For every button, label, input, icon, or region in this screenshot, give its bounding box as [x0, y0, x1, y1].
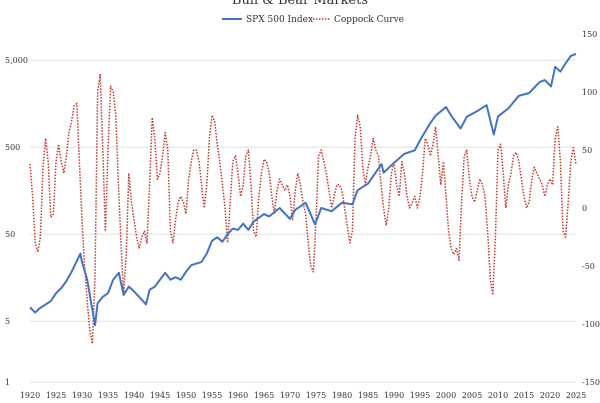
x-tick-label: 1960: [228, 391, 248, 400]
right-tick-label: 150: [582, 30, 597, 39]
legend-label-spx: SPX 500 Index: [246, 15, 313, 25]
series-layer: [29, 52, 577, 345]
coppock-curve-line: [29, 73, 577, 345]
left-axis-ticks: 1 5 50 500 5,000: [5, 56, 28, 387]
x-tick-label: 1950: [176, 391, 196, 400]
legend: SPX 500 Index Coppock Curve: [222, 15, 404, 25]
x-tick-label: 1935: [98, 391, 118, 400]
x-tick-label: 1995: [410, 391, 430, 400]
x-tick-label: 1930: [72, 391, 92, 400]
right-tick-label: -50: [582, 262, 595, 271]
x-tick-label: 1945: [150, 391, 170, 400]
x-axis-ticks: 1920 1925 1930 1935 1940 1945 1950 1955 1960 1965…: [20, 391, 586, 400]
x-tick-label: 1975: [306, 391, 326, 400]
right-tick-label: 0: [582, 204, 587, 213]
x-tick-label: 1985: [358, 391, 378, 400]
x-tick-label: 2000: [436, 391, 456, 400]
x-tick-label: 1940: [124, 391, 144, 400]
x-tick-label: 1980: [332, 391, 352, 400]
x-tick-label: 1970: [280, 391, 300, 400]
left-tick-label: 50: [5, 230, 15, 239]
x-tick-label: 1925: [46, 391, 66, 400]
x-tick-label: 2010: [488, 391, 508, 400]
spx-index-line: [29, 52, 577, 327]
right-tick-label: 100: [582, 88, 597, 97]
left-tick-label: 5: [5, 317, 10, 326]
gridlines: [30, 59, 576, 383]
x-tick-label: 1920: [20, 391, 40, 400]
left-tick-label: 1: [5, 378, 10, 387]
right-axis-ticks: -150 -100 -50 0 50 100 150: [582, 30, 600, 387]
left-tick-label: 500: [5, 143, 20, 152]
left-tick-label: 5,000: [5, 56, 28, 65]
x-tick-label: 2015: [514, 391, 534, 400]
x-tick-label: 1990: [384, 391, 404, 400]
x-tick-label: 2025: [566, 391, 586, 400]
right-tick-label: -100: [582, 320, 600, 329]
x-tick-label: 2020: [540, 391, 560, 400]
x-tick-label: 1965: [254, 391, 274, 400]
legend-label-coppock: Coppock Curve: [334, 15, 404, 25]
x-tick-label: 2005: [462, 391, 482, 400]
x-tick-label: 1955: [202, 391, 222, 400]
right-tick-label: 50: [582, 146, 592, 155]
chart-title: Bull & Bear Markets: [232, 0, 368, 8]
right-tick-label: -150: [582, 378, 600, 387]
